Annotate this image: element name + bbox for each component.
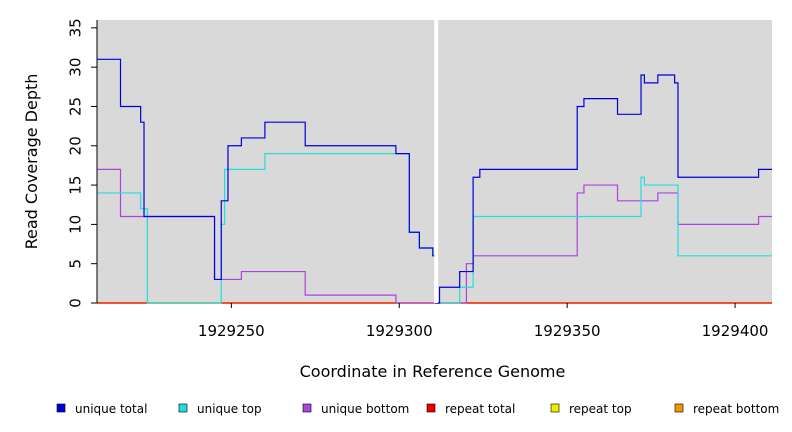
- legend-swatch: [56, 403, 66, 413]
- x-tick-label: 1929350: [534, 322, 601, 340]
- y-tick-label: 35: [66, 18, 84, 37]
- y-tick-label: 5: [66, 259, 84, 269]
- legend-label: unique top: [197, 402, 262, 416]
- y-tick-label: 20: [66, 136, 84, 155]
- legend-label: repeat bottom: [693, 402, 779, 416]
- x-tick-label: 1929400: [702, 322, 769, 340]
- x-tick-label: 1929250: [198, 322, 265, 340]
- y-tick-label: 30: [66, 58, 84, 77]
- legend-label: unique bottom: [321, 402, 409, 416]
- legend-swatch: [426, 403, 436, 413]
- legend-swatch: [178, 403, 188, 413]
- axes-layer: 0 5 10 15 20 25 30 35 1929250 1929300 1929350 19294…: [66, 18, 768, 340]
- legend-label: unique total: [75, 402, 147, 416]
- legend-swatch: [302, 403, 312, 413]
- legend-label: repeat top: [569, 402, 632, 416]
- y-tick-label: 25: [66, 97, 84, 116]
- x-axis-title: Coordinate in Reference Genome: [300, 362, 566, 381]
- x-tick-label: 1929300: [366, 322, 433, 340]
- legend-swatch: [550, 403, 560, 413]
- legend-label: repeat total: [445, 402, 515, 416]
- y-tick-label: 15: [66, 176, 84, 195]
- y-tick-label: 10: [66, 215, 84, 234]
- y-tick-label: 0: [66, 298, 84, 308]
- legend-swatch: [674, 403, 684, 413]
- y-axis-title: Read Coverage Depth: [22, 74, 41, 250]
- legend: unique total unique top unique bottom repea…: [56, 402, 779, 416]
